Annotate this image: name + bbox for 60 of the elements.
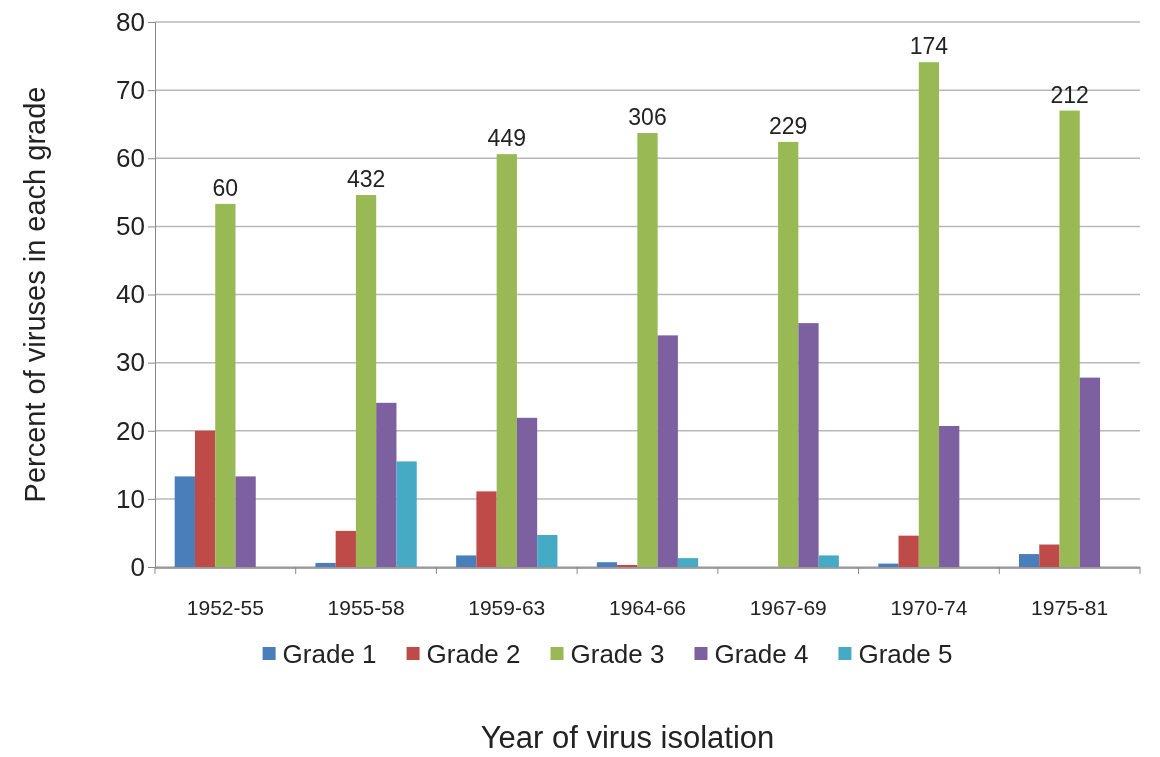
legend-label: Grade 4 [714, 639, 809, 670]
x-tick-label: 1964-66 [608, 596, 687, 619]
y-tick-label: 0 [130, 551, 145, 582]
annotation: 449 [487, 125, 526, 152]
bar [235, 476, 256, 567]
annotation: 306 [628, 104, 667, 131]
x-tick-label: 1955-58 [327, 596, 405, 619]
bar [537, 534, 558, 567]
legend-label: Grade 1 [282, 639, 377, 670]
bar [194, 430, 216, 567]
y-tick-label: 20 [116, 415, 145, 446]
bar [596, 562, 618, 567]
bar [878, 563, 899, 567]
bar [215, 203, 236, 567]
annotation: 229 [769, 112, 808, 139]
y-tick-label: 60 [116, 143, 145, 174]
y-tick-label: 50 [116, 211, 145, 242]
annotation: 60 [212, 174, 239, 201]
annotation: 174 [909, 33, 949, 60]
bar [335, 530, 356, 567]
bar [496, 154, 517, 567]
bar [1079, 377, 1101, 567]
bar [898, 535, 919, 567]
bar [456, 555, 477, 567]
bar [617, 564, 638, 567]
x-axis-title: Year of virus isolation [480, 720, 775, 755]
bar [476, 491, 497, 567]
bar [798, 323, 819, 567]
y-tick-label: 10 [116, 483, 145, 514]
y-axis-title: Percent of viruses in each grade [19, 86, 51, 503]
bar [1059, 110, 1080, 567]
y-tick-label: 80 [116, 6, 145, 37]
bar [516, 417, 538, 567]
y-tick-label: 70 [116, 74, 145, 105]
bar [376, 402, 397, 567]
bar [818, 555, 839, 567]
bar [174, 476, 195, 567]
bar [396, 461, 417, 567]
annotation: 432 [346, 166, 386, 193]
legend-label: Grade 2 [426, 639, 521, 670]
bar [657, 335, 678, 567]
y-tick-label: 40 [116, 279, 145, 310]
x-tick-label: 1959-63 [468, 596, 546, 619]
x-tick-label: 1975-81 [1031, 596, 1109, 619]
annotation: 212 [1050, 81, 1089, 108]
x-tick-label: 1952-55 [186, 596, 264, 619]
legend-label: Grade 5 [858, 639, 953, 670]
bar [778, 141, 799, 567]
bar [1018, 554, 1040, 567]
bar [918, 62, 940, 567]
bar [677, 558, 699, 567]
bar [1039, 544, 1060, 567]
bar [939, 425, 960, 567]
bar [315, 562, 336, 567]
bar [355, 195, 377, 567]
x-tick-label: 1970-74 [890, 596, 968, 619]
x-tick-label: 1967-69 [749, 596, 827, 619]
bar [637, 133, 658, 567]
y-tick-label: 30 [116, 347, 145, 378]
legend-label: Grade 3 [570, 639, 665, 670]
